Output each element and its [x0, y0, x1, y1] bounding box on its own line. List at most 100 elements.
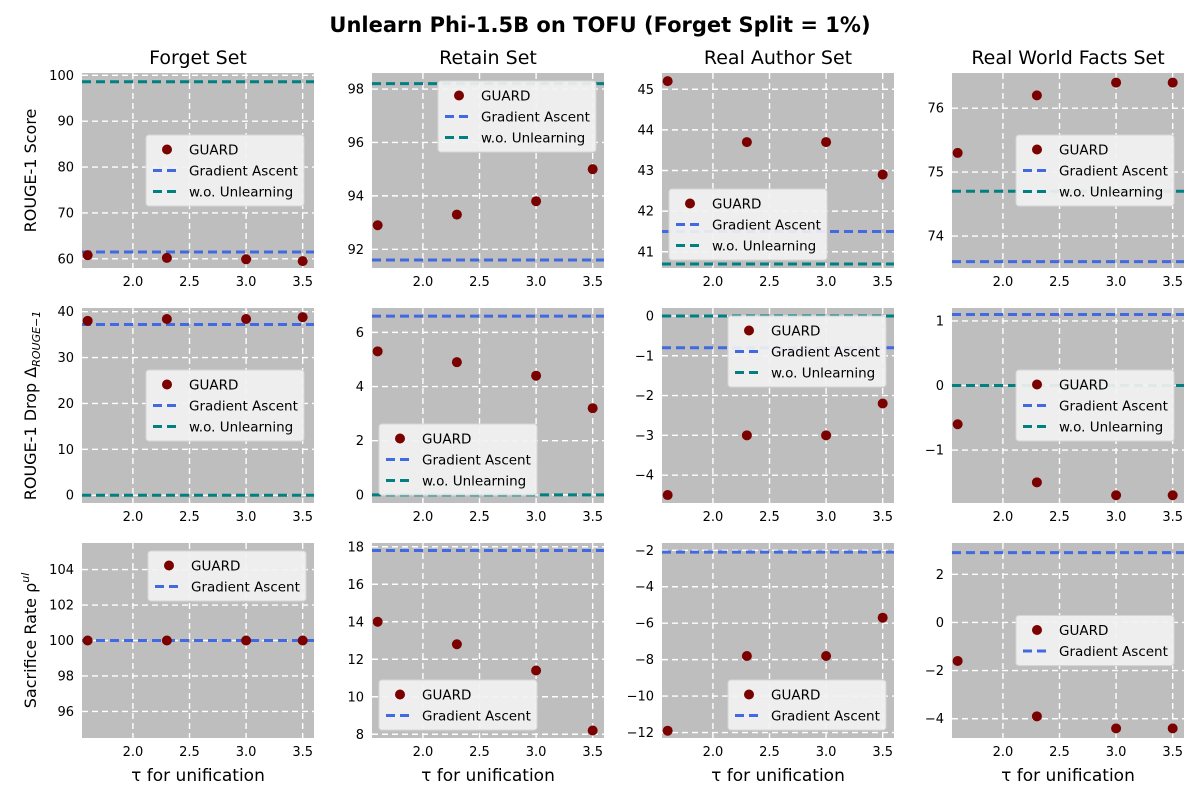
guard-point	[952, 655, 963, 666]
x-tick-label: 2.5	[179, 510, 200, 525]
chart-panel: 2.0 2.5 3.0 3.5 8 10 12 14 16 18 GUARD Gradient Asc…	[347, 540, 604, 760]
labels-group: Forget Set Retain Set Real Author Set Real …	[19, 47, 1165, 786]
guard-point	[1167, 723, 1178, 734]
legend-label: w.o. Unlearning	[189, 185, 293, 201]
guard-point	[451, 639, 462, 650]
column-title: Forget Set	[149, 47, 247, 69]
legend-label: GUARD	[481, 89, 530, 105]
y-tick-label: 98	[347, 83, 364, 98]
x-tick-label: 3.0	[526, 745, 547, 760]
x-tick-label: 2.5	[469, 510, 490, 525]
legend-label: Gradient Ascent	[189, 399, 298, 415]
y-tick-label: 0	[936, 379, 944, 394]
legend-marker-guard	[162, 144, 172, 155]
guard-point	[451, 357, 462, 368]
x-tick-label: 3.0	[816, 275, 837, 290]
legend-label: Gradient Ascent	[422, 709, 531, 725]
legend: GUARD Gradient Ascent w.o. Unlearning	[1015, 134, 1175, 207]
legend-box	[145, 134, 305, 207]
legend-label: w.o. Unlearning	[422, 474, 526, 490]
y-tick-label: 20	[57, 397, 74, 412]
guard-point	[1031, 90, 1042, 101]
legend-label: w.o. Unlearning	[481, 131, 585, 147]
x-tick-label: 3.0	[526, 510, 547, 525]
x-tick-label: 2.0	[123, 745, 144, 760]
legend: GUARD Gradient Ascent	[147, 550, 307, 602]
guard-point	[82, 250, 93, 261]
x-tick-label: 3.0	[526, 275, 547, 290]
legend: GUARD Gradient Ascent w.o. Unlearning	[145, 134, 305, 207]
y-tick-label: 74	[927, 230, 944, 245]
y-tick-label: −2	[635, 544, 654, 559]
y-tick-label: −6	[635, 617, 654, 632]
guard-point	[1111, 723, 1122, 734]
y-tick-label: 92	[347, 243, 364, 258]
y-tick-label: 70	[57, 206, 74, 221]
guard-point	[877, 612, 888, 623]
legend: GUARD Gradient Ascent w.o. Unlearning	[378, 423, 538, 496]
y-tick-label: 30	[57, 351, 74, 366]
guard-point	[161, 635, 172, 646]
legend-marker-guard	[395, 689, 405, 700]
legend-box	[1015, 134, 1175, 207]
guard-point	[1167, 490, 1178, 501]
x-tick-label: 2.0	[123, 510, 144, 525]
chart-panel: 2.0 2.5 3.0 3.5 −4 −3 −2 −1 0 GUARD Gradient Ascen…	[635, 308, 894, 525]
series-group	[952, 551, 1184, 734]
y-tick-label: 100	[49, 69, 74, 84]
legend-box	[727, 315, 887, 388]
x-tick-label: 2.5	[1049, 275, 1070, 290]
series-group	[82, 635, 314, 646]
y-tick-label: 10	[347, 690, 364, 705]
x-tick-label: 3.0	[1106, 510, 1127, 525]
x-tick-label: 2.0	[413, 510, 434, 525]
y-tick-label: 16	[347, 578, 364, 593]
y-tick-label: −2	[925, 664, 944, 679]
x-axis-label: τ for unification	[711, 766, 845, 786]
series-group	[82, 312, 314, 497]
x-tick-label: 3.5	[1162, 275, 1183, 290]
legend-label: w.o. Unlearning	[1059, 185, 1163, 201]
legend: GUARD Gradient Ascent w.o. Unlearning	[668, 188, 828, 261]
x-tick-label: 3.5	[582, 745, 603, 760]
guard-point	[297, 312, 308, 323]
guard-point	[297, 256, 308, 267]
x-tick-label: 3.0	[816, 510, 837, 525]
guard-point	[531, 196, 542, 207]
series-group	[82, 80, 314, 267]
legend-label: Gradient Ascent	[1059, 399, 1168, 415]
legend-label: Gradient Ascent	[771, 709, 880, 725]
x-tick-label: 3.0	[1106, 745, 1127, 760]
x-tick-label: 3.0	[1106, 275, 1127, 290]
x-tick-label: 3.0	[236, 745, 257, 760]
y-tick-label: 75	[927, 166, 944, 181]
guard-point	[741, 137, 752, 148]
y-tick-label: −12	[627, 726, 654, 741]
x-tick-label: 3.5	[1162, 745, 1183, 760]
y-tick-label: 98	[57, 669, 74, 684]
legend-label: GUARD	[422, 688, 471, 704]
legend: GUARD Gradient Ascent	[378, 679, 538, 731]
chart-panel: 2.0 2.5 3.0 3.5 41 42 43 44 45 GUARD Gradient Asce…	[637, 73, 894, 290]
x-tick-label: 3.0	[236, 275, 257, 290]
y-tick-label: 42	[637, 205, 654, 220]
column-title: Real World Facts Set	[971, 47, 1164, 69]
guard-point	[297, 635, 308, 646]
chart-panel: 2.0 2.5 3.0 3.5 −4 −2 0 2 GUARD Gradient Ascent	[925, 543, 1184, 760]
x-tick-label: 2.0	[703, 510, 724, 525]
y-tick-label: −4	[925, 712, 944, 727]
guard-point	[741, 650, 752, 661]
y-tick-label: 8	[356, 728, 364, 743]
y-tick-label: 12	[347, 653, 364, 668]
legend-box	[378, 679, 538, 731]
y-tick-label: 96	[347, 136, 364, 151]
guard-point	[161, 252, 172, 263]
guard-point	[1031, 477, 1042, 488]
legend-label: w.o. Unlearning	[712, 239, 816, 255]
legend-box	[1015, 369, 1175, 442]
legend-marker-guard	[744, 689, 754, 700]
y-tick-label: 0	[936, 616, 944, 631]
legend-label: w.o. Unlearning	[771, 366, 875, 382]
legend-label: GUARD	[422, 432, 471, 448]
